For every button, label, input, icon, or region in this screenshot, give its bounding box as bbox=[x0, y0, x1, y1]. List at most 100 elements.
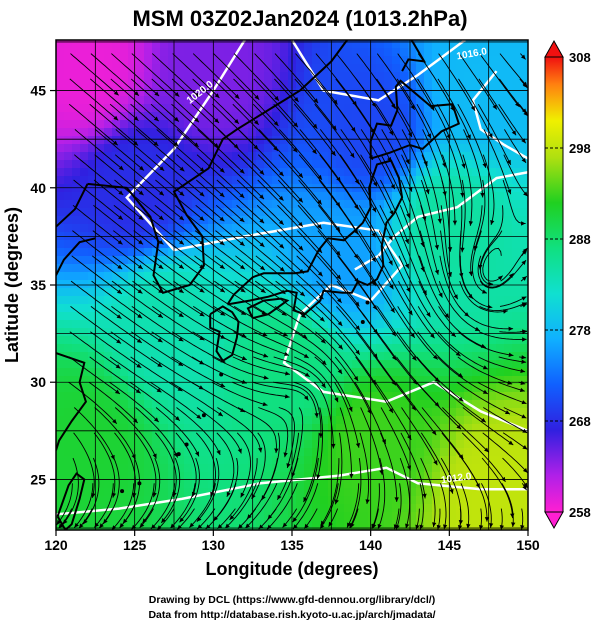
streamline bbox=[420, 432, 454, 494]
streamline-arrow bbox=[178, 264, 184, 269]
streamline bbox=[416, 103, 446, 168]
streamline bbox=[229, 458, 258, 521]
streamline-arrow bbox=[408, 186, 413, 192]
streamline bbox=[295, 53, 338, 105]
streamline-arrow bbox=[301, 313, 306, 318]
streamline bbox=[273, 103, 317, 155]
streamline-arrow bbox=[136, 338, 142, 343]
streamline-arrow bbox=[404, 238, 409, 244]
streamline bbox=[334, 381, 360, 448]
streamline-arrow bbox=[179, 517, 185, 523]
streamline bbox=[470, 205, 483, 277]
streamline bbox=[498, 103, 527, 144]
streamline bbox=[251, 432, 266, 500]
streamline bbox=[335, 78, 375, 134]
streamline-arrow bbox=[437, 218, 442, 224]
streamline bbox=[339, 407, 352, 479]
streamline-arrow bbox=[372, 304, 377, 310]
streamline-arrow bbox=[523, 111, 528, 117]
streamline bbox=[399, 457, 411, 529]
streamline bbox=[252, 381, 309, 401]
streamline bbox=[335, 331, 377, 385]
streamline bbox=[478, 78, 517, 136]
streamline-arrow bbox=[284, 371, 290, 376]
streamline bbox=[193, 280, 247, 316]
streamline-arrow bbox=[116, 289, 122, 294]
streamline-arrow bbox=[475, 483, 480, 489]
streamline-arrow bbox=[320, 520, 325, 526]
streamline bbox=[376, 78, 413, 138]
streamline bbox=[70, 280, 122, 319]
streamline-arrow bbox=[292, 147, 298, 153]
streamline-arrow bbox=[337, 297, 342, 303]
streamline bbox=[314, 356, 353, 412]
streamline bbox=[313, 381, 334, 449]
streamline-arrow bbox=[179, 215, 184, 221]
y-axis-label: Latitude (degrees) bbox=[2, 207, 22, 363]
streamline-arrow bbox=[74, 522, 79, 528]
streamline-arrow bbox=[170, 523, 176, 529]
streamline bbox=[109, 103, 159, 147]
streamline bbox=[380, 407, 411, 471]
streamline-arrow bbox=[112, 140, 118, 146]
streamline bbox=[72, 204, 123, 245]
streamline-arrow bbox=[332, 125, 337, 131]
streamline bbox=[399, 230, 428, 296]
streamline bbox=[461, 179, 466, 253]
streamline-arrow bbox=[158, 264, 164, 269]
island-dot bbox=[120, 489, 125, 494]
streamline-arrow bbox=[442, 524, 448, 530]
streamline bbox=[141, 457, 161, 524]
streamline-arrow bbox=[419, 524, 424, 530]
streamline bbox=[337, 255, 378, 311]
streamline bbox=[174, 230, 225, 270]
streamline-arrow bbox=[430, 333, 435, 339]
streamline bbox=[113, 204, 164, 245]
streamline-arrow bbox=[466, 523, 471, 529]
streamline-arrow bbox=[389, 210, 394, 216]
coastline-segment bbox=[56, 237, 96, 276]
streamline bbox=[401, 407, 438, 466]
streamline bbox=[460, 483, 470, 529]
streamline bbox=[354, 381, 387, 445]
streamline-arrow bbox=[199, 312, 205, 317]
streamline bbox=[194, 230, 246, 270]
streamline bbox=[441, 432, 481, 489]
streamline bbox=[401, 154, 426, 222]
streamline bbox=[130, 356, 183, 392]
streamline-arrow bbox=[404, 263, 409, 269]
streamline bbox=[318, 205, 359, 260]
streamline bbox=[315, 331, 359, 382]
streamline bbox=[196, 154, 245, 199]
streamline bbox=[379, 205, 410, 269]
streamline-arrow bbox=[136, 363, 142, 368]
colorbar-tick-label: 278 bbox=[569, 323, 591, 338]
streamline bbox=[175, 432, 197, 497]
streamline bbox=[236, 432, 251, 498]
streamline bbox=[192, 306, 247, 338]
streamline-arrow bbox=[391, 331, 396, 337]
streamline-arrow bbox=[460, 192, 465, 198]
streamline-arrow bbox=[442, 162, 447, 168]
streamline-arrow bbox=[317, 248, 323, 253]
streamline bbox=[68, 381, 118, 425]
streamline bbox=[400, 179, 425, 248]
streamline-arrow bbox=[219, 216, 225, 222]
streamline-arrow bbox=[112, 418, 117, 424]
streamline-arrow bbox=[153, 417, 159, 423]
streamline-arrow bbox=[263, 375, 269, 380]
colorbar-tick-label: 288 bbox=[569, 232, 591, 247]
streamline bbox=[297, 204, 341, 256]
streamline-arrow bbox=[521, 359, 527, 364]
streamline-arrow bbox=[277, 494, 282, 500]
streamline-arrow bbox=[179, 191, 185, 196]
streamline-arrow bbox=[420, 242, 425, 247]
streamline-arrow bbox=[152, 453, 157, 459]
streamline-arrow bbox=[353, 229, 359, 235]
streamline bbox=[73, 179, 124, 221]
streamline bbox=[358, 205, 393, 266]
streamline bbox=[274, 53, 319, 104]
streamline bbox=[173, 255, 226, 293]
streamline-arrow bbox=[189, 522, 195, 528]
